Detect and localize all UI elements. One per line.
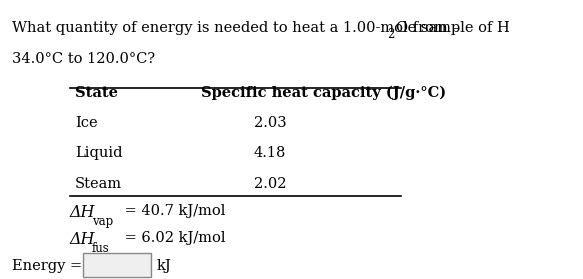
FancyBboxPatch shape	[83, 253, 151, 277]
Text: State: State	[75, 86, 118, 100]
Text: Liquid: Liquid	[75, 146, 122, 160]
Text: vap: vap	[92, 215, 113, 229]
Text: fus: fus	[92, 242, 110, 255]
Text: Specific heat capacity (J/g·°C): Specific heat capacity (J/g·°C)	[201, 86, 446, 100]
Text: ΔH: ΔH	[70, 205, 95, 222]
Text: kJ: kJ	[156, 259, 171, 273]
Text: = 40.7 kJ/mol: = 40.7 kJ/mol	[120, 205, 225, 218]
Text: = 6.02 kJ/mol: = 6.02 kJ/mol	[120, 231, 225, 245]
Text: Steam: Steam	[75, 177, 122, 191]
Text: 2.03: 2.03	[254, 116, 286, 130]
Text: ΔH: ΔH	[70, 231, 95, 248]
Text: 2.02: 2.02	[254, 177, 286, 191]
Text: 2: 2	[387, 28, 394, 41]
Text: O from –: O from –	[396, 21, 459, 35]
Text: Energy =: Energy =	[12, 259, 82, 273]
Text: What quantity of energy is needed to heat a 1.00-mole sample of H: What quantity of energy is needed to hea…	[12, 21, 510, 35]
Text: Ice: Ice	[75, 116, 97, 130]
Text: 34.0°C to 120.0°C?: 34.0°C to 120.0°C?	[12, 52, 155, 66]
Text: 4.18: 4.18	[254, 146, 286, 160]
